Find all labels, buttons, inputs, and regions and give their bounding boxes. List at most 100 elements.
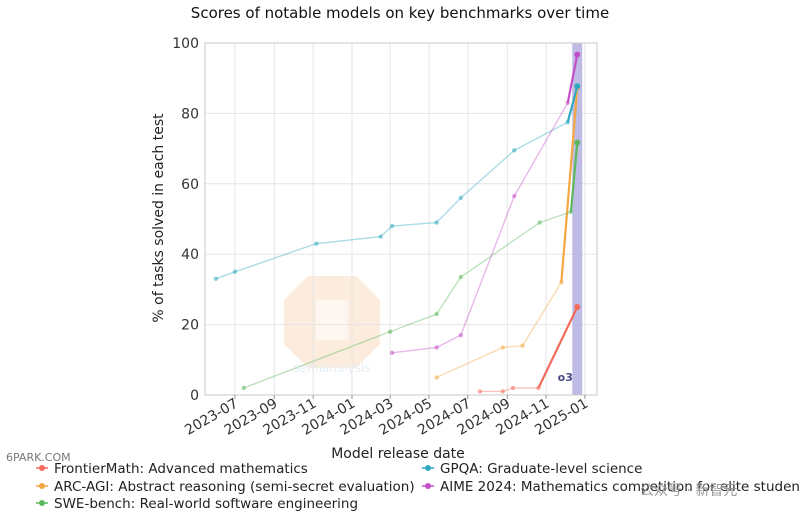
y-tick-label: 80 bbox=[181, 106, 199, 122]
series-line-segment bbox=[392, 346, 437, 354]
semianalysis-watermark-text: semianalysis bbox=[293, 361, 370, 375]
grid bbox=[205, 42, 597, 396]
series-line-segment bbox=[537, 306, 579, 389]
data-point bbox=[500, 389, 506, 394]
data-point bbox=[389, 350, 395, 355]
series-line-segment bbox=[569, 142, 579, 213]
legend-swatch-marker bbox=[425, 465, 431, 471]
site-watermark-text: 6PARK.COM bbox=[6, 451, 71, 464]
data-point bbox=[434, 375, 439, 380]
x-axis-title: Model release date bbox=[331, 446, 465, 462]
legend-label: GPQA: Graduate-level science bbox=[440, 461, 642, 477]
series-line-segment bbox=[316, 235, 381, 245]
data-point bbox=[434, 345, 439, 350]
legend-label: FrontierMath: Advanced mathematics bbox=[54, 461, 308, 477]
o3-highlight-band bbox=[572, 43, 583, 395]
legend-item: SWE-bench: Real-world software engineeri… bbox=[36, 496, 358, 512]
legend-swatch-marker bbox=[39, 465, 45, 471]
series-line-segment bbox=[436, 334, 462, 349]
series-line-segment bbox=[566, 86, 579, 123]
data-point bbox=[536, 385, 541, 391]
data-point bbox=[458, 332, 464, 338]
y-tick-label: 40 bbox=[181, 247, 199, 263]
data-point bbox=[574, 139, 581, 146]
series-line-segment bbox=[502, 345, 523, 349]
data-point bbox=[434, 311, 439, 317]
data-point bbox=[512, 148, 517, 153]
data-point bbox=[232, 269, 238, 274]
y-axis-title: % of tasks solved in each test bbox=[151, 113, 167, 323]
y-tick-label: 0 bbox=[190, 388, 199, 404]
brand-watermark-text: 公众号 · 新智元 bbox=[640, 483, 738, 499]
data-point bbox=[477, 389, 483, 394]
series-line-segment bbox=[436, 197, 462, 224]
legend-swatch-marker bbox=[425, 483, 431, 489]
legend-item: GPQA: Graduate-level science bbox=[422, 461, 642, 477]
data-point bbox=[565, 100, 570, 106]
series-line-segment bbox=[460, 149, 515, 199]
series-0 bbox=[477, 304, 581, 394]
series-2 bbox=[241, 139, 581, 391]
legend-item: ARC-AGI: Abstract reasoning (semi-secret… bbox=[36, 479, 415, 495]
legend-item: FrontierMath: Advanced mathematics bbox=[36, 461, 308, 477]
legend: FrontierMath: Advanced mathematics ARC-AG… bbox=[36, 461, 800, 512]
x-axis-ticks: 2023-072023-092023-112024-012024-032024-… bbox=[182, 395, 591, 439]
series-line-segment bbox=[392, 221, 437, 227]
data-point bbox=[434, 220, 439, 225]
y-tick-label: 20 bbox=[181, 318, 199, 334]
legend-swatch-marker bbox=[39, 483, 45, 489]
y-axis-ticks: 0 20 40 60 80 100 bbox=[172, 36, 199, 404]
plot-frame bbox=[204, 42, 598, 396]
series-3 bbox=[213, 83, 581, 282]
series-line-segment bbox=[234, 242, 317, 273]
chart-title: Scores of notable models on key benchmar… bbox=[191, 4, 609, 22]
series-line-segment bbox=[389, 313, 437, 333]
data-point bbox=[458, 274, 464, 280]
data-point bbox=[241, 385, 247, 391]
series-line-segment bbox=[460, 221, 541, 278]
series-line-segment bbox=[560, 86, 579, 283]
legend-item: AIME 2024: Mathematics competition for e… bbox=[422, 479, 800, 495]
data-point bbox=[500, 345, 506, 350]
series-line-segment bbox=[460, 195, 515, 336]
site-watermark: 6PARK.COM bbox=[6, 452, 71, 464]
data-point bbox=[378, 234, 383, 239]
series-line-segment bbox=[215, 271, 236, 280]
series-layer bbox=[213, 51, 581, 394]
data-point bbox=[314, 241, 319, 246]
o3-label: o3 bbox=[558, 371, 573, 384]
series-line-segment bbox=[539, 211, 572, 224]
y-tick-label: 60 bbox=[181, 177, 199, 193]
data-point bbox=[574, 51, 581, 58]
data-point bbox=[565, 120, 570, 125]
data-point bbox=[213, 276, 219, 282]
series-line-segment bbox=[513, 121, 569, 151]
series-line-segment bbox=[436, 346, 504, 379]
data-point bbox=[520, 343, 525, 348]
legend-label: AIME 2024: Mathematics competition for e… bbox=[440, 479, 800, 495]
legend-swatch-marker bbox=[39, 500, 45, 506]
series-line-segment bbox=[243, 330, 391, 389]
data-point bbox=[559, 280, 564, 285]
data-point bbox=[512, 193, 517, 199]
data-point bbox=[458, 195, 464, 201]
data-point bbox=[537, 220, 542, 225]
semianalysis-logo-watermark: semianalysis bbox=[284, 276, 380, 375]
data-point bbox=[568, 209, 574, 215]
data-point bbox=[389, 223, 395, 229]
series-line-segment bbox=[521, 281, 562, 347]
series-line-segment bbox=[436, 276, 462, 315]
legend-label: SWE-bench: Real-world software engineeri… bbox=[54, 496, 358, 512]
brand-watermark: 公众号 · 新智元 bbox=[640, 480, 737, 500]
data-point bbox=[387, 329, 393, 334]
data-point bbox=[574, 304, 581, 310]
series-line-segment bbox=[566, 54, 579, 104]
data-point bbox=[574, 83, 581, 90]
series-1 bbox=[434, 84, 581, 380]
data-point bbox=[510, 385, 516, 391]
series-line-segment bbox=[513, 102, 569, 197]
y-tick-label: 100 bbox=[172, 36, 199, 52]
series-4 bbox=[389, 51, 581, 355]
legend-label: ARC-AGI: Abstract reasoning (semi-secret… bbox=[54, 479, 415, 495]
